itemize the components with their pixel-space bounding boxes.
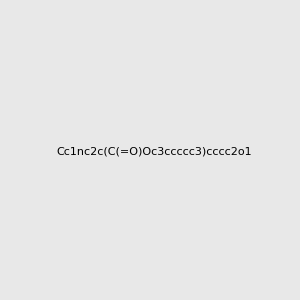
Text: Cc1nc2c(C(=O)Oc3ccccc3)cccc2o1: Cc1nc2c(C(=O)Oc3ccccc3)cccc2o1 — [56, 146, 252, 157]
